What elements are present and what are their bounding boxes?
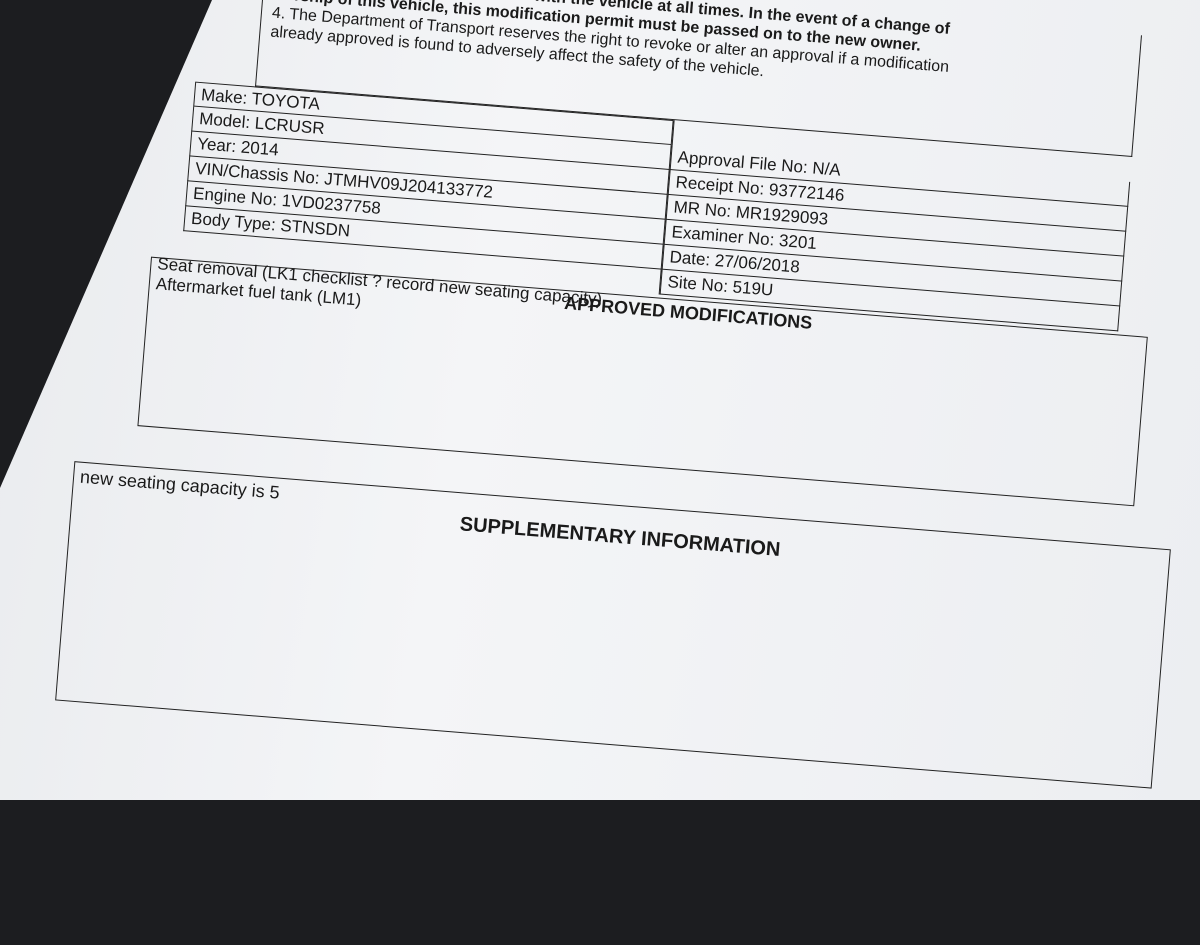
- document-paper: [0, 0, 1200, 800]
- supplementary-information-box: SUPPLEMENTARY INFORMATION new seating ca…: [55, 461, 1171, 789]
- modification-permit: with the vehicle at all times. In the ev…: [55, 0, 1200, 945]
